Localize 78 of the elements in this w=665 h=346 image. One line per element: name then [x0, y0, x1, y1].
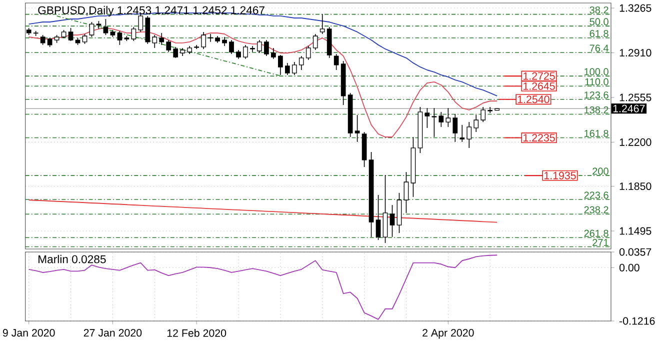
y-tick-label: 1.2910 [620, 48, 652, 57]
x-tick-label: 12 Feb 2020 [167, 329, 226, 337]
candlestick [376, 194, 381, 240]
candlestick [432, 108, 437, 138]
candlestick [452, 114, 458, 142]
y-tick-label: 1.3265 [620, 4, 652, 12]
candlestick [117, 30, 122, 46]
annotation: 138.2 [584, 106, 608, 114]
x-tick-label: 2 Apr 2020 [422, 329, 474, 339]
annotation: 38.2 [590, 6, 608, 14]
candlestick [243, 44, 248, 60]
annotation: 271 [592, 238, 608, 246]
candlestick [257, 40, 262, 54]
y-tick-label: 1.2555 [620, 94, 652, 102]
y-tick-label: 0.00 [619, 264, 640, 272]
candlestick [480, 106, 486, 122]
y-tick-label: 1.1850 [620, 182, 652, 190]
candlestick [312, 34, 318, 50]
annotation: 1.2725 [524, 72, 555, 80]
annotation: 76.4 [590, 44, 609, 52]
candlestick [334, 54, 339, 70]
candlestick [89, 22, 94, 38]
candlestick [354, 114, 360, 142]
candlestick [298, 56, 304, 70]
candlestick [284, 62, 290, 76]
x-tick-label: 9 Jan 2020 [2, 329, 55, 337]
annotation: 238.2 [584, 206, 608, 214]
candlestick [145, 16, 150, 44]
annotation: 100.0 [584, 68, 608, 76]
candlestick [229, 40, 234, 54]
chart-title: GBPUSD,Daily 1.2453 1.2471 1.2452 1.2467 [38, 6, 264, 16]
candlestick [201, 32, 206, 50]
candlestick [404, 172, 409, 214]
candlestick [264, 40, 269, 56]
candlestick [82, 34, 88, 44]
candlestick [166, 40, 172, 52]
candlestick [68, 28, 74, 42]
candlestick [278, 54, 283, 76]
candlestick [488, 106, 493, 114]
ref-line-label: 1.2467 [613, 104, 645, 112]
annotation: 123.6 [584, 91, 608, 99]
candlestick [131, 26, 136, 42]
annotation: 61.8 [590, 30, 608, 38]
annotation: 223.6 [584, 192, 608, 199]
candlestick [103, 18, 108, 36]
candlestick [424, 108, 430, 128]
candlestick [306, 46, 311, 60]
annotation: 50.0 [590, 18, 608, 26]
candlestick [159, 32, 164, 46]
y-tick-label: 1.2200 [620, 138, 652, 146]
annotation: 1.1935 [544, 172, 576, 180]
candlestick [320, 14, 325, 34]
candlestick [271, 48, 276, 60]
candlestick [40, 34, 46, 46]
annotation: 1.2540 [518, 96, 550, 104]
chart-title: Marlin 0.0285 [38, 254, 106, 264]
candlestick [152, 34, 158, 48]
x-tick-label: 27 Jan 2020 [84, 329, 142, 337]
candlestick [438, 112, 444, 128]
candlestick [292, 62, 297, 76]
candlestick [460, 124, 465, 142]
candlestick [138, 12, 144, 32]
candlestick [474, 114, 479, 132]
y-tick-label: 1.1495 [620, 227, 652, 235]
y-tick-label: 0.0357 [619, 248, 652, 256]
annotation: 200 [592, 168, 608, 175]
candlestick [173, 46, 178, 58]
candlestick [466, 122, 472, 148]
annotation: 261.8 [584, 230, 608, 237]
annotation: 1.2645 [524, 82, 555, 90]
annotation: 110.0 [585, 78, 608, 86]
candlestick [446, 108, 451, 128]
candlestick [208, 34, 213, 42]
annotation: 161.8 [584, 130, 608, 137]
candlestick [250, 46, 255, 52]
annotation: 1.2235 [524, 134, 555, 142]
y-tick-label: -0.1216 [620, 317, 655, 325]
candlestick [390, 204, 395, 238]
